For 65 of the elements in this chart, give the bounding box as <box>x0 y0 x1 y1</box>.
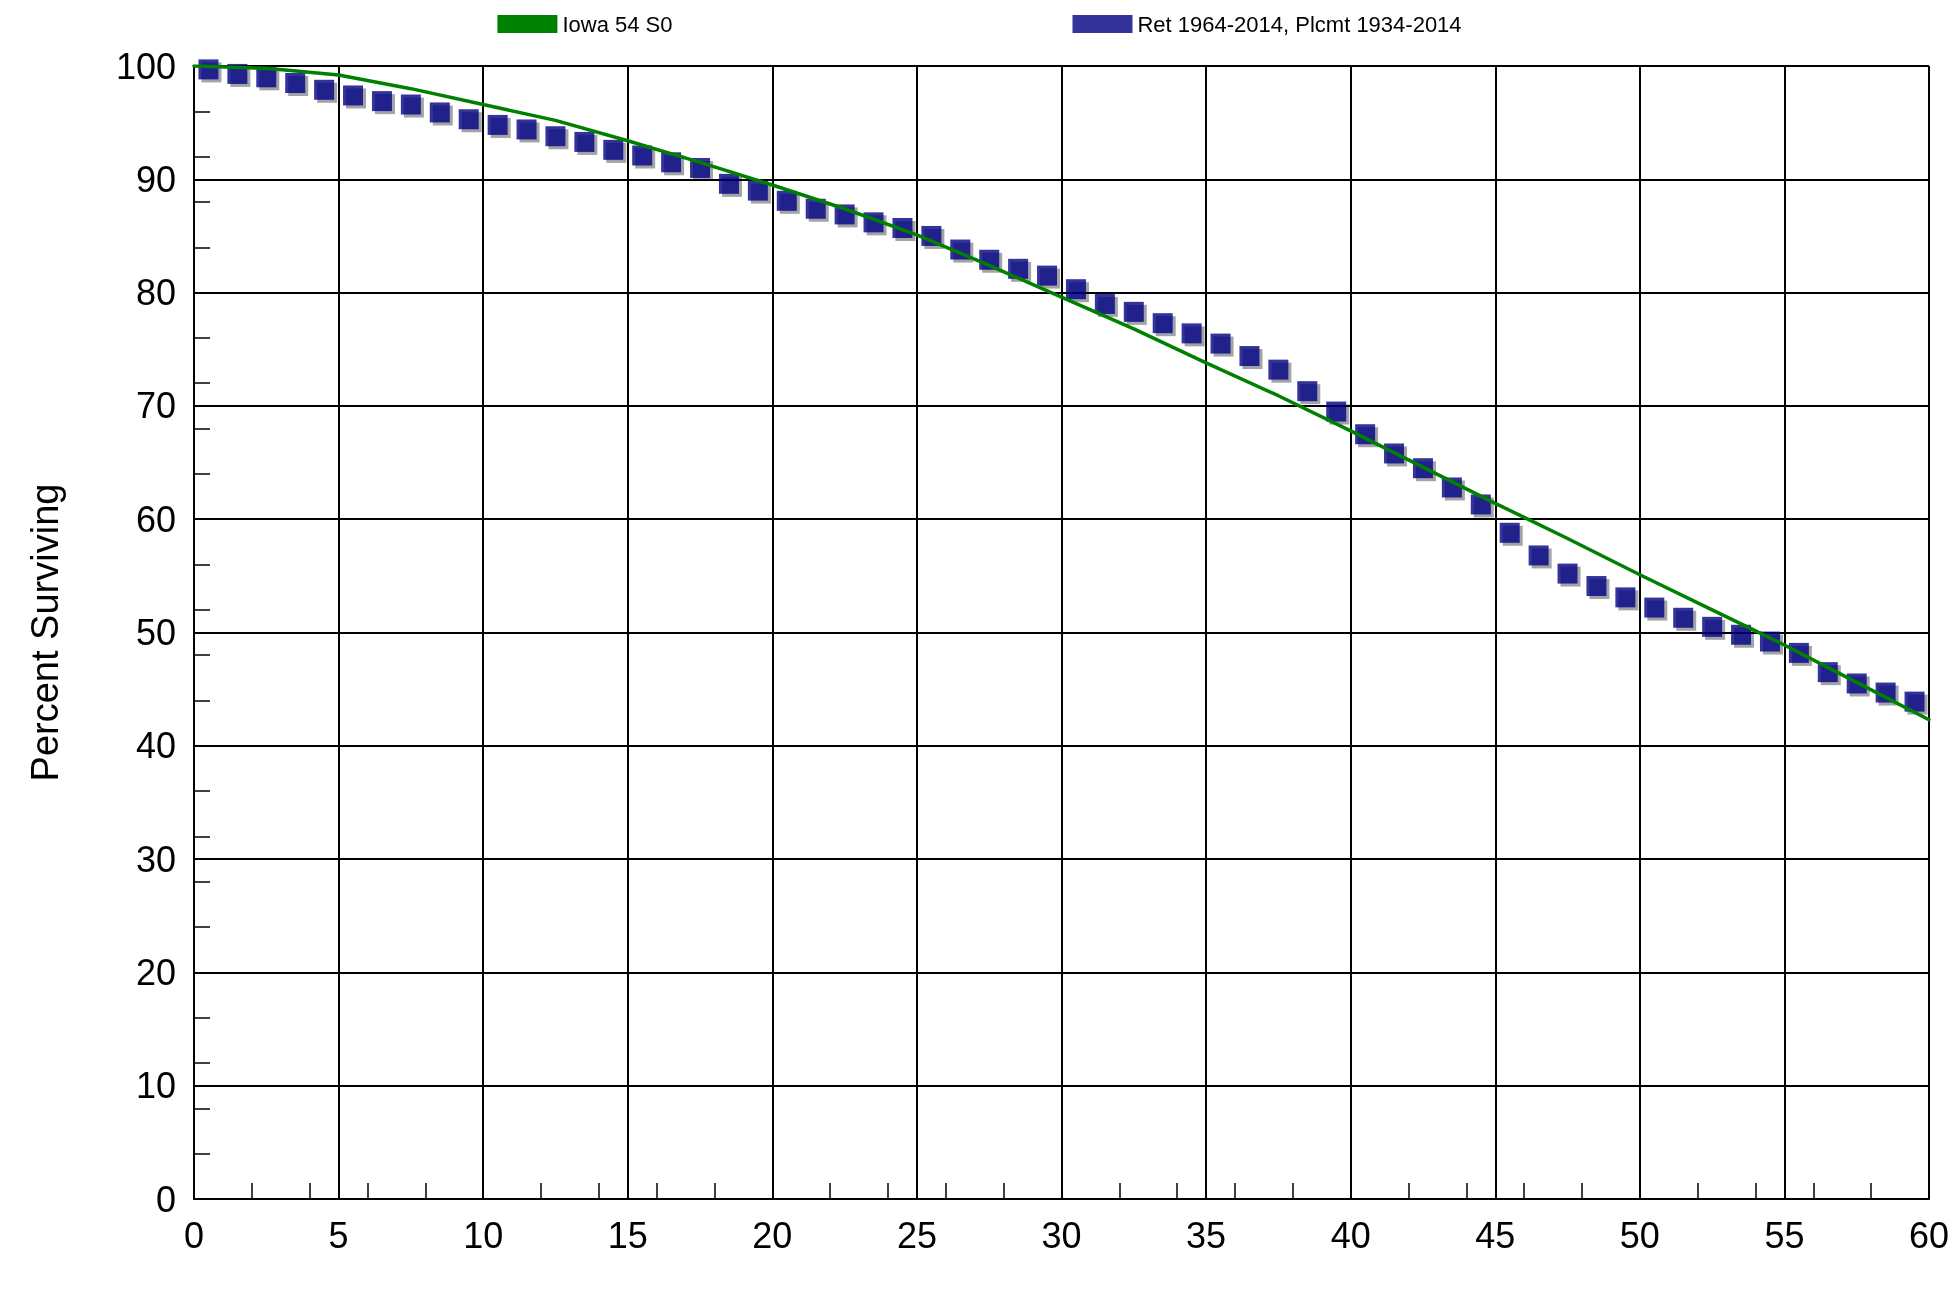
point <box>603 139 624 160</box>
point <box>1702 616 1723 637</box>
y-tick-label: 60 <box>135 498 176 540</box>
y-tick-label: 70 <box>135 385 176 427</box>
point <box>747 180 768 201</box>
point <box>314 79 335 100</box>
y-tick-label: 40 <box>135 725 176 767</box>
point <box>371 91 392 112</box>
point <box>718 173 739 194</box>
y-axis-title: Percent Surviving <box>24 483 66 782</box>
point <box>1210 333 1231 354</box>
point <box>545 126 566 147</box>
legend-label: Iowa 54 S0 <box>562 11 673 37</box>
point <box>429 102 450 123</box>
x-tick-label: 35 <box>1186 1214 1227 1256</box>
y-tick-label: 80 <box>135 272 176 314</box>
x-tick-label: 40 <box>1330 1214 1371 1256</box>
x-tick-label: 20 <box>752 1214 793 1256</box>
x-tick-label: 50 <box>1619 1214 1660 1256</box>
x-tick-label: 55 <box>1764 1214 1805 1256</box>
point <box>1152 313 1173 334</box>
point <box>1037 265 1058 286</box>
point <box>1499 522 1520 543</box>
point <box>1586 576 1607 597</box>
point <box>1615 587 1636 608</box>
y-tick-label: 50 <box>135 612 176 653</box>
point <box>1644 597 1665 618</box>
point <box>1326 401 1347 422</box>
x-tick-label: 30 <box>1041 1214 1082 1256</box>
y-tick-label: 90 <box>135 158 176 200</box>
point <box>1181 323 1202 344</box>
point <box>458 109 479 130</box>
point <box>1731 624 1752 645</box>
point <box>1557 563 1578 584</box>
x-tick-label: 5 <box>328 1214 349 1256</box>
point <box>1528 545 1549 566</box>
point <box>632 145 653 166</box>
y-tick-label: 0 <box>155 1178 176 1220</box>
point <box>1268 359 1289 380</box>
point <box>1123 301 1144 322</box>
point <box>343 85 364 106</box>
y-tick-label: 10 <box>135 1065 176 1107</box>
point <box>1239 346 1260 367</box>
point <box>776 190 797 211</box>
point <box>805 198 826 219</box>
legend-label: Ret 1964-2014, Plcmt 1934-2014 <box>1137 11 1462 37</box>
x-tick-label: 60 <box>1908 1214 1950 1256</box>
point <box>516 119 537 140</box>
y-tick-label: 30 <box>135 838 176 880</box>
point <box>1094 293 1115 314</box>
x-tick-label: 45 <box>1475 1214 1516 1256</box>
point <box>574 131 595 152</box>
point <box>1673 607 1694 628</box>
point <box>487 114 508 135</box>
x-tick-label: 25 <box>896 1214 937 1256</box>
x-tick-label: 10 <box>463 1214 504 1256</box>
x-tick-label: 15 <box>607 1214 648 1256</box>
point <box>1297 381 1318 402</box>
x-tick-label: 0 <box>183 1214 205 1256</box>
point <box>1904 691 1925 712</box>
point <box>1065 279 1086 300</box>
y-tick-label: 20 <box>135 951 176 993</box>
point <box>400 94 421 115</box>
y-tick-label: 100 <box>115 45 176 87</box>
point <box>285 73 306 93</box>
